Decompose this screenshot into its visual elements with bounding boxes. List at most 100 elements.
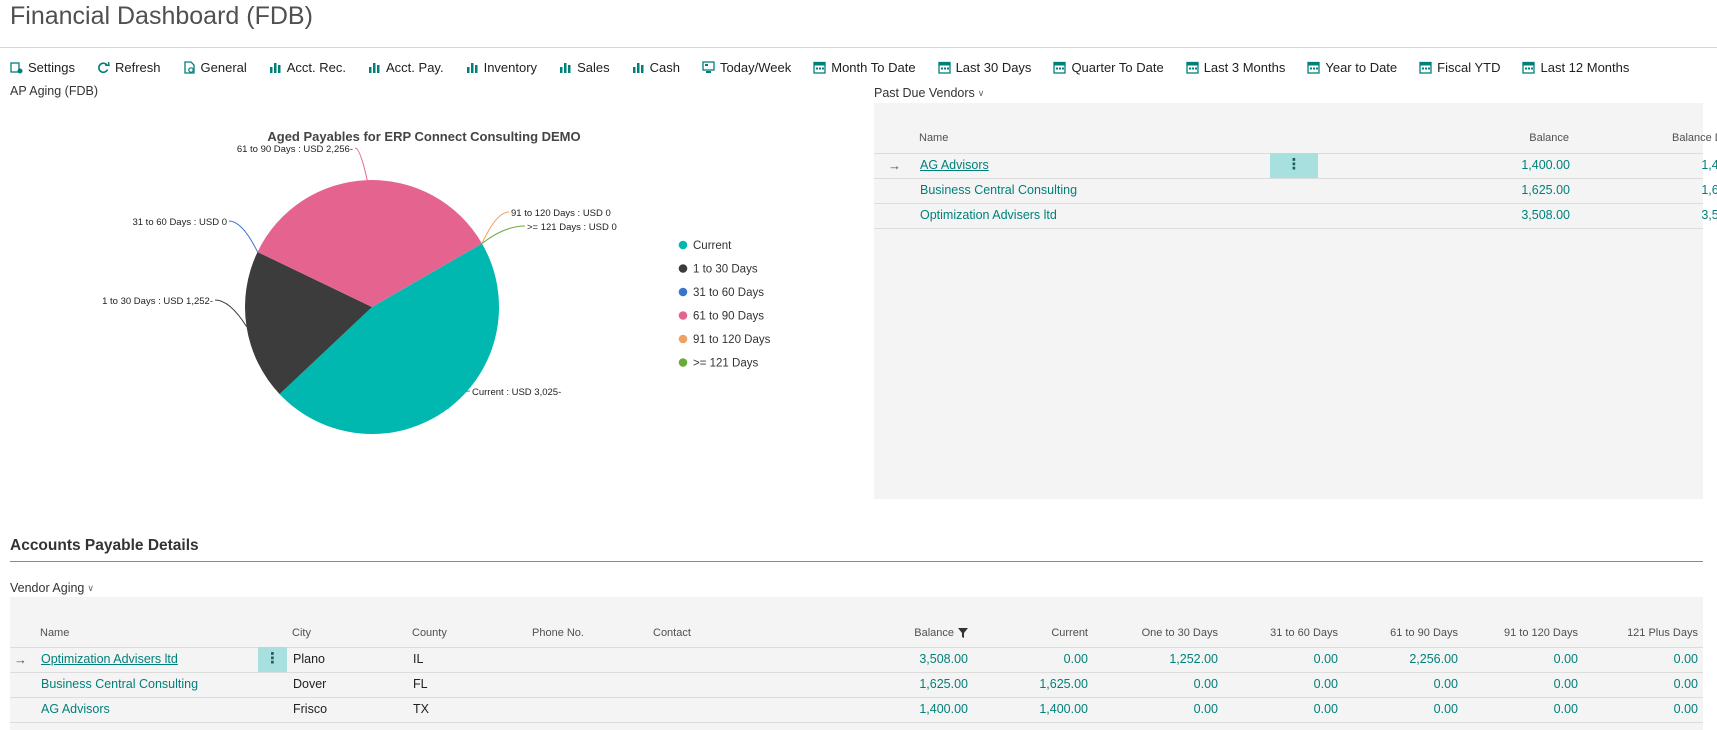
calendar-icon xyxy=(813,61,826,74)
toolbar-button-label: Fiscal YTD xyxy=(1437,59,1501,75)
toolbar-acct-pay-button[interactable]: Acct. Pay. xyxy=(368,60,444,75)
calendar-icon xyxy=(1053,61,1067,74)
vendor-name-link[interactable]: Optimization Advisers ltd xyxy=(41,652,178,666)
table-row[interactable]: Business Central Consulting 1,625.00 1,625… xyxy=(874,178,1717,203)
city-cell: Plano xyxy=(293,652,325,666)
d31-60-cell[interactable]: 0.00 xyxy=(1313,702,1338,716)
d31-60-cell[interactable]: 0.00 xyxy=(1313,677,1338,691)
table-row[interactable]: AG Advisors Frisco TX 1,400.00 1,400.00 0.00 0… xyxy=(10,697,1703,722)
toolbar-last-12-months-button[interactable]: Last 12 Months xyxy=(1522,60,1629,75)
balance-due-cell[interactable]: 1,400.00 xyxy=(1701,158,1717,172)
col-header-91-to-120[interactable]: 91 to 120 Days xyxy=(1504,627,1578,639)
toolbar-button-label: Acct. Rec. xyxy=(286,59,347,75)
past-due-vendors-menu[interactable]: Past Due Vendors ∨ xyxy=(874,86,984,100)
toolbar-year-to-date-button[interactable]: Year to Date xyxy=(1307,60,1397,75)
d121-cell[interactable]: 0.00 xyxy=(1673,677,1698,691)
toolbar-sales-button[interactable]: Sales xyxy=(559,60,610,75)
toolbar-quarter-to-date-button[interactable]: Quarter To Date xyxy=(1053,60,1164,75)
col-header-name[interactable]: Name xyxy=(40,627,70,639)
toolbar-fiscal-ytd-button[interactable]: Fiscal YTD xyxy=(1419,60,1500,75)
current-cell[interactable]: 1,400.00 xyxy=(1039,702,1088,716)
toolbar-today-week-button[interactable]: Today/Week xyxy=(702,60,791,75)
vendor-name-link[interactable]: Business Central Consulting xyxy=(41,677,199,691)
col-header-county[interactable]: County xyxy=(412,627,447,639)
bar-chart-icon xyxy=(632,61,645,74)
toolbar-month-to-date-button[interactable]: Month To Date xyxy=(813,60,916,75)
toolbar-last-30-days-button[interactable]: Last 30 Days xyxy=(937,60,1031,75)
col-header-balance[interactable]: Balance xyxy=(868,627,968,639)
table-row[interactable]: Business Central Consulting Dover FL 1,625.… xyxy=(10,672,1703,697)
balance-cell[interactable]: 1,625.00 xyxy=(919,677,968,691)
toolbar-settings-button[interactable]: Settings xyxy=(10,60,75,75)
d121-cell[interactable]: 0.00 xyxy=(1673,652,1698,666)
one-to-30-cell[interactable]: 0.00 xyxy=(1193,702,1218,716)
col-header-121-plus[interactable]: 121 Plus Days xyxy=(1627,627,1698,639)
d61-90-cell[interactable]: 0.00 xyxy=(1433,702,1458,716)
toolbar-inventory-button[interactable]: Inventory xyxy=(466,60,537,75)
vendor-name-link[interactable]: Optimization Advisers ltd xyxy=(920,208,1057,222)
col-header-name[interactable]: Name xyxy=(919,132,949,144)
legend-label: 61 to 90 Days xyxy=(693,311,764,323)
col-header-current[interactable]: Current xyxy=(1051,627,1088,639)
toolbar-refresh-button[interactable]: Refresh xyxy=(97,60,161,75)
legend-item-91-to-120-days[interactable]: 91 to 120 Days xyxy=(678,334,771,346)
balance-due-cell[interactable]: 3,508.00 xyxy=(1701,208,1717,222)
legend-item-31-to-60-days[interactable]: 31 to 60 Days xyxy=(678,287,765,299)
d31-60-cell[interactable]: 0.00 xyxy=(1313,652,1338,666)
current-cell[interactable]: 1,625.00 xyxy=(1039,677,1088,691)
vendor-name-link[interactable]: AG Advisors xyxy=(41,702,110,716)
document-icon xyxy=(183,60,196,74)
col-header-balance-due[interactable]: Balance Due xyxy=(1634,132,1717,144)
balance-cell[interactable]: 1,400.00 xyxy=(919,702,968,716)
ap-aging-label: AP Aging (FDB) xyxy=(10,84,99,98)
d61-90-cell[interactable]: 2,256.00 xyxy=(1409,652,1458,666)
balance-cell[interactable]: 1,400.00 xyxy=(1521,158,1570,172)
header-divider xyxy=(10,647,1703,648)
pie-leader-line xyxy=(354,147,368,181)
toolbar-last-3-months-button[interactable]: Last 3 Months xyxy=(1186,60,1285,75)
col-header-city[interactable]: City xyxy=(292,627,311,639)
table-row[interactable]: → ⋮ Optimization Advisers ltd Plano IL 3,508.… xyxy=(10,647,1703,672)
col-header-phone[interactable]: Phone No. xyxy=(532,627,584,639)
past-due-vendors-label: Past Due Vendors xyxy=(874,86,975,100)
one-to-30-cell[interactable]: 1,252.00 xyxy=(1169,652,1218,666)
toolbar-cash-button[interactable]: Cash xyxy=(632,60,680,75)
row-divider xyxy=(10,722,1703,723)
row-menu-button[interactable]: ⋮ xyxy=(1270,153,1318,178)
d91-120-cell[interactable]: 0.00 xyxy=(1553,652,1578,666)
one-to-30-cell[interactable]: 0.00 xyxy=(1193,677,1218,691)
d61-90-cell[interactable]: 0.00 xyxy=(1433,677,1458,691)
pie-data-label: 1 to 30 Days : USD 1,252- xyxy=(102,296,213,307)
d91-120-cell[interactable]: 0.00 xyxy=(1553,677,1578,691)
balance-cell[interactable]: 1,625.00 xyxy=(1521,183,1570,197)
balance-cell[interactable]: 3,508.00 xyxy=(1521,208,1570,222)
d91-120-cell[interactable]: 0.00 xyxy=(1553,702,1578,716)
city-cell: Frisco xyxy=(293,702,328,716)
toolbar-general-button[interactable]: General xyxy=(183,60,247,75)
col-header-contact[interactable]: Contact xyxy=(653,627,691,639)
d121-cell[interactable]: 0.00 xyxy=(1673,702,1698,716)
col-header-balance[interactable]: Balance xyxy=(1529,132,1569,144)
row-menu-button[interactable]: ⋮ xyxy=(258,647,287,672)
action-toolbar: Settings Refresh General Acct. Rec. Acct. Pa… xyxy=(10,56,1651,78)
legend-item-current[interactable]: Current xyxy=(678,240,732,252)
col-header-61-to-90[interactable]: 61 to 90 Days xyxy=(1390,627,1458,639)
balance-cell[interactable]: 3,508.00 xyxy=(919,652,968,666)
vendor-name-link[interactable]: Business Central Consulting xyxy=(920,183,1078,197)
vendor-name-link[interactable]: AG Advisors xyxy=(920,158,989,172)
legend-item-61-to-90-days[interactable]: 61 to 90 Days xyxy=(678,311,765,323)
calendar-icon xyxy=(1522,61,1536,74)
legend-item-1-to-30-days[interactable]: 1 to 30 Days xyxy=(678,264,758,276)
pie-leader-line xyxy=(481,211,510,244)
legend-item-121-days[interactable]: >= 121 Days xyxy=(678,358,759,370)
toolbar-button-label: Today/Week xyxy=(719,59,792,75)
vendor-aging-menu[interactable]: Vendor Aging ∨ xyxy=(10,581,94,595)
section-divider xyxy=(10,561,1703,562)
table-row[interactable]: Optimization Advisers ltd 3,508.00 3,508.0… xyxy=(874,203,1717,228)
balance-due-cell[interactable]: 1,625.00 xyxy=(1701,183,1717,197)
table-row[interactable]: → ⋮ AG Advisors 1,400.00 1,400.00 xyxy=(874,153,1717,178)
toolbar-acct-rec-button[interactable]: Acct. Rec. xyxy=(269,60,346,75)
current-cell[interactable]: 0.00 xyxy=(1063,652,1088,666)
col-header-31-to-60[interactable]: 31 to 60 Days xyxy=(1270,627,1338,639)
col-header-one-to-30[interactable]: One to 30 Days xyxy=(1141,627,1218,639)
